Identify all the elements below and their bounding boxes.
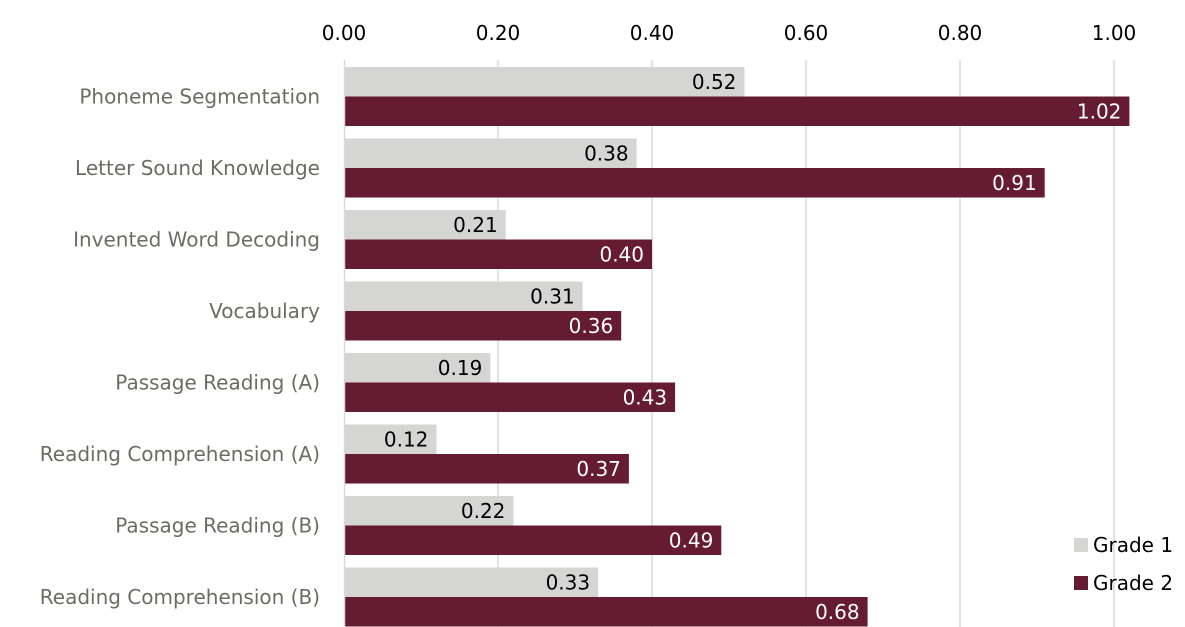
bar-grade-2-reading-comprehension-b xyxy=(344,597,868,627)
legend-swatch-grade-2 xyxy=(1074,576,1088,590)
x-tick-label: 0.80 xyxy=(938,21,983,45)
x-tick-label: 0.20 xyxy=(476,21,521,45)
category-label-passage-reading-a: Passage Reading (A) xyxy=(115,371,320,395)
category-label-invented-word-decoding: Invented Word Decoding xyxy=(73,228,320,252)
data-label-grade-2-reading-comprehension-a: 0.37 xyxy=(576,457,621,481)
bar-grade-2-invented-word-decoding xyxy=(344,239,652,269)
data-label-grade-1-reading-comprehension-a: 0.12 xyxy=(384,427,429,451)
bar-grade-2-passage-reading-a xyxy=(344,382,676,412)
data-labels: 0.52 1.02 0.38 0.91 0.21 0.40 0.31 0.36 0.19 0.43… xyxy=(384,70,1122,624)
bar-grade-1-invented-word-decoding xyxy=(344,210,506,240)
data-label-grade-1-passage-reading-b: 0.22 xyxy=(461,499,506,523)
data-label-grade-2-vocabulary: 0.36 xyxy=(569,314,614,338)
category-label-reading-comprehension-a: Reading Comprehension (A) xyxy=(40,442,320,466)
data-label-grade-2-reading-comprehension-b: 0.68 xyxy=(815,600,860,624)
legend-label-grade-1: Grade 1 xyxy=(1093,533,1173,557)
x-tick-label: 0.40 xyxy=(630,21,675,45)
category-label-letter-sound-knowledge: Letter Sound Knowledge xyxy=(75,156,320,180)
bar-grade-2-reading-comprehension-a xyxy=(344,454,629,484)
data-label-grade-1-vocabulary: 0.31 xyxy=(530,284,575,308)
legend-swatch-grade-1 xyxy=(1074,538,1088,552)
bar-grade-2-phoneme-segmentation xyxy=(344,96,1130,126)
bars xyxy=(344,67,1130,627)
bar-grade-2-vocabulary xyxy=(344,311,622,341)
x-tick-label: 1.00 xyxy=(1092,21,1137,45)
bar-grade-2-letter-sound-knowledge xyxy=(344,168,1045,198)
bar-grade-1-passage-reading-b xyxy=(344,496,514,526)
bar-grade-1-vocabulary xyxy=(344,281,583,311)
data-label-grade-2-passage-reading-b: 0.49 xyxy=(669,528,714,552)
category-label-vocabulary: Vocabulary xyxy=(209,299,320,323)
bar-grade-1-phoneme-segmentation xyxy=(344,67,745,97)
data-label-grade-2-phoneme-segmentation: 1.02 xyxy=(1077,99,1122,123)
bar-grade-1-passage-reading-a xyxy=(344,353,491,383)
legend: Grade 1 Grade 2 xyxy=(1074,533,1173,595)
x-tick-label: 0.60 xyxy=(784,21,829,45)
category-labels: Phoneme Segmentation Letter Sound Knowled… xyxy=(40,85,320,610)
data-label-grade-1-reading-comprehension-b: 0.33 xyxy=(546,570,591,594)
data-label-grade-2-passage-reading-a: 0.43 xyxy=(623,385,668,409)
data-label-grade-1-phoneme-segmentation: 0.52 xyxy=(692,70,737,94)
category-label-passage-reading-b: Passage Reading (B) xyxy=(115,514,320,538)
x-axis-tick-labels: 0.00 0.20 0.40 0.60 0.80 1.00 xyxy=(322,21,1137,45)
category-label-reading-comprehension-b: Reading Comprehension (B) xyxy=(40,585,320,609)
data-label-grade-1-letter-sound-knowledge: 0.38 xyxy=(584,141,629,165)
data-label-grade-2-letter-sound-knowledge: 0.91 xyxy=(992,171,1037,195)
data-label-grade-1-invented-word-decoding: 0.21 xyxy=(453,213,498,237)
bar-grade-2-passage-reading-b xyxy=(344,525,722,555)
bar-grade-1-reading-comprehension-b xyxy=(344,567,599,597)
x-tick-label: 0.00 xyxy=(322,21,367,45)
data-label-grade-2-invented-word-decoding: 0.40 xyxy=(599,242,644,266)
bar-grade-1-reading-comprehension-a xyxy=(344,424,437,454)
legend-label-grade-2: Grade 2 xyxy=(1093,571,1173,595)
category-label-phoneme-segmentation: Phoneme Segmentation xyxy=(79,85,320,109)
data-label-grade-1-passage-reading-a: 0.19 xyxy=(438,356,483,380)
bar-grade-1-letter-sound-knowledge xyxy=(344,138,637,168)
